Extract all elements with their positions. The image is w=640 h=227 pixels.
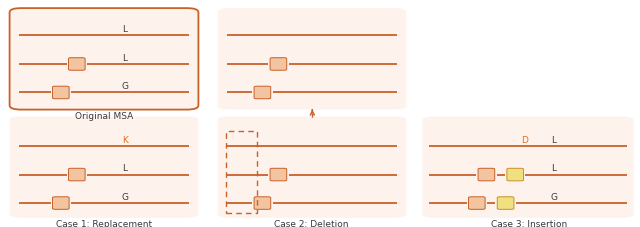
FancyBboxPatch shape bbox=[468, 197, 485, 209]
FancyBboxPatch shape bbox=[422, 117, 634, 218]
Text: Original MSA: Original MSA bbox=[74, 112, 133, 121]
Text: L: L bbox=[122, 164, 127, 173]
FancyBboxPatch shape bbox=[68, 168, 85, 181]
FancyBboxPatch shape bbox=[507, 168, 524, 181]
Text: G: G bbox=[550, 192, 557, 201]
FancyBboxPatch shape bbox=[270, 58, 287, 71]
Text: L: L bbox=[551, 164, 556, 173]
Text: G: G bbox=[122, 82, 128, 91]
FancyBboxPatch shape bbox=[478, 168, 495, 181]
Text: D: D bbox=[522, 135, 528, 144]
FancyBboxPatch shape bbox=[52, 197, 69, 209]
FancyBboxPatch shape bbox=[52, 87, 69, 99]
Text: K: K bbox=[122, 135, 128, 144]
Text: L: L bbox=[122, 54, 127, 62]
Text: Case 3: Insertion: Case 3: Insertion bbox=[490, 220, 567, 227]
FancyBboxPatch shape bbox=[497, 197, 514, 209]
FancyBboxPatch shape bbox=[218, 9, 406, 110]
Text: Case 1: Replacement: Case 1: Replacement bbox=[56, 220, 152, 227]
FancyBboxPatch shape bbox=[10, 9, 198, 110]
FancyBboxPatch shape bbox=[270, 168, 287, 181]
FancyBboxPatch shape bbox=[10, 117, 198, 218]
FancyBboxPatch shape bbox=[68, 58, 85, 71]
Text: Case 2: Deletion: Case 2: Deletion bbox=[275, 220, 349, 227]
Text: G: G bbox=[122, 192, 128, 201]
Text: L: L bbox=[122, 25, 127, 34]
FancyBboxPatch shape bbox=[254, 197, 271, 209]
FancyBboxPatch shape bbox=[218, 117, 406, 218]
FancyBboxPatch shape bbox=[254, 87, 271, 99]
Text: L: L bbox=[551, 135, 556, 144]
